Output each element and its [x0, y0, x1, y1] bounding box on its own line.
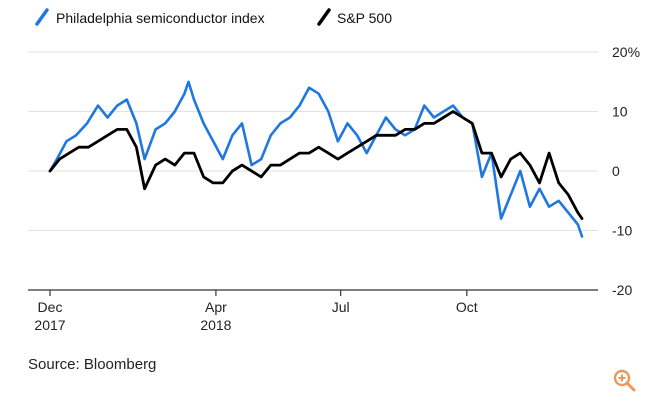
legend-swatch-1	[317, 8, 331, 26]
x-tick-sublabel: 2018	[200, 317, 231, 333]
y-tick-label: -20	[612, 282, 632, 298]
x-tick-label: Apr	[205, 299, 227, 315]
legend-swatch-0	[35, 8, 49, 26]
y-tick-label: -10	[612, 223, 632, 239]
grid	[28, 51, 598, 231]
legend-label-1: S&P 500	[337, 10, 392, 26]
x-tick-sublabel: 2017	[34, 317, 65, 333]
series-lines	[48, 80, 584, 238]
y-tick-label: 10	[612, 104, 628, 120]
x-tick-label: Oct	[456, 299, 478, 315]
x-tick-label: Dec	[38, 299, 63, 315]
zoom-in-icon[interactable]	[613, 369, 636, 392]
x-axis: Dec 2017 Apr 2018 Jul Oct	[28, 289, 598, 333]
series-line-0	[48, 80, 584, 238]
y-tick-label: 0	[612, 163, 620, 179]
legend-item-1: S&P 500	[317, 8, 392, 26]
y-axis: 20% 10 0 -10 -20	[612, 44, 640, 298]
legend: Philadelphia semiconductor index S&P 500	[35, 8, 392, 26]
series-line-1	[48, 110, 584, 220]
x-tick-label: Jul	[332, 299, 350, 315]
y-tick-label: 20%	[612, 44, 640, 60]
legend-label-0: Philadelphia semiconductor index	[56, 10, 265, 26]
legend-item-0: Philadelphia semiconductor index	[35, 8, 265, 26]
source-text: Source: Bloomberg	[28, 356, 156, 373]
